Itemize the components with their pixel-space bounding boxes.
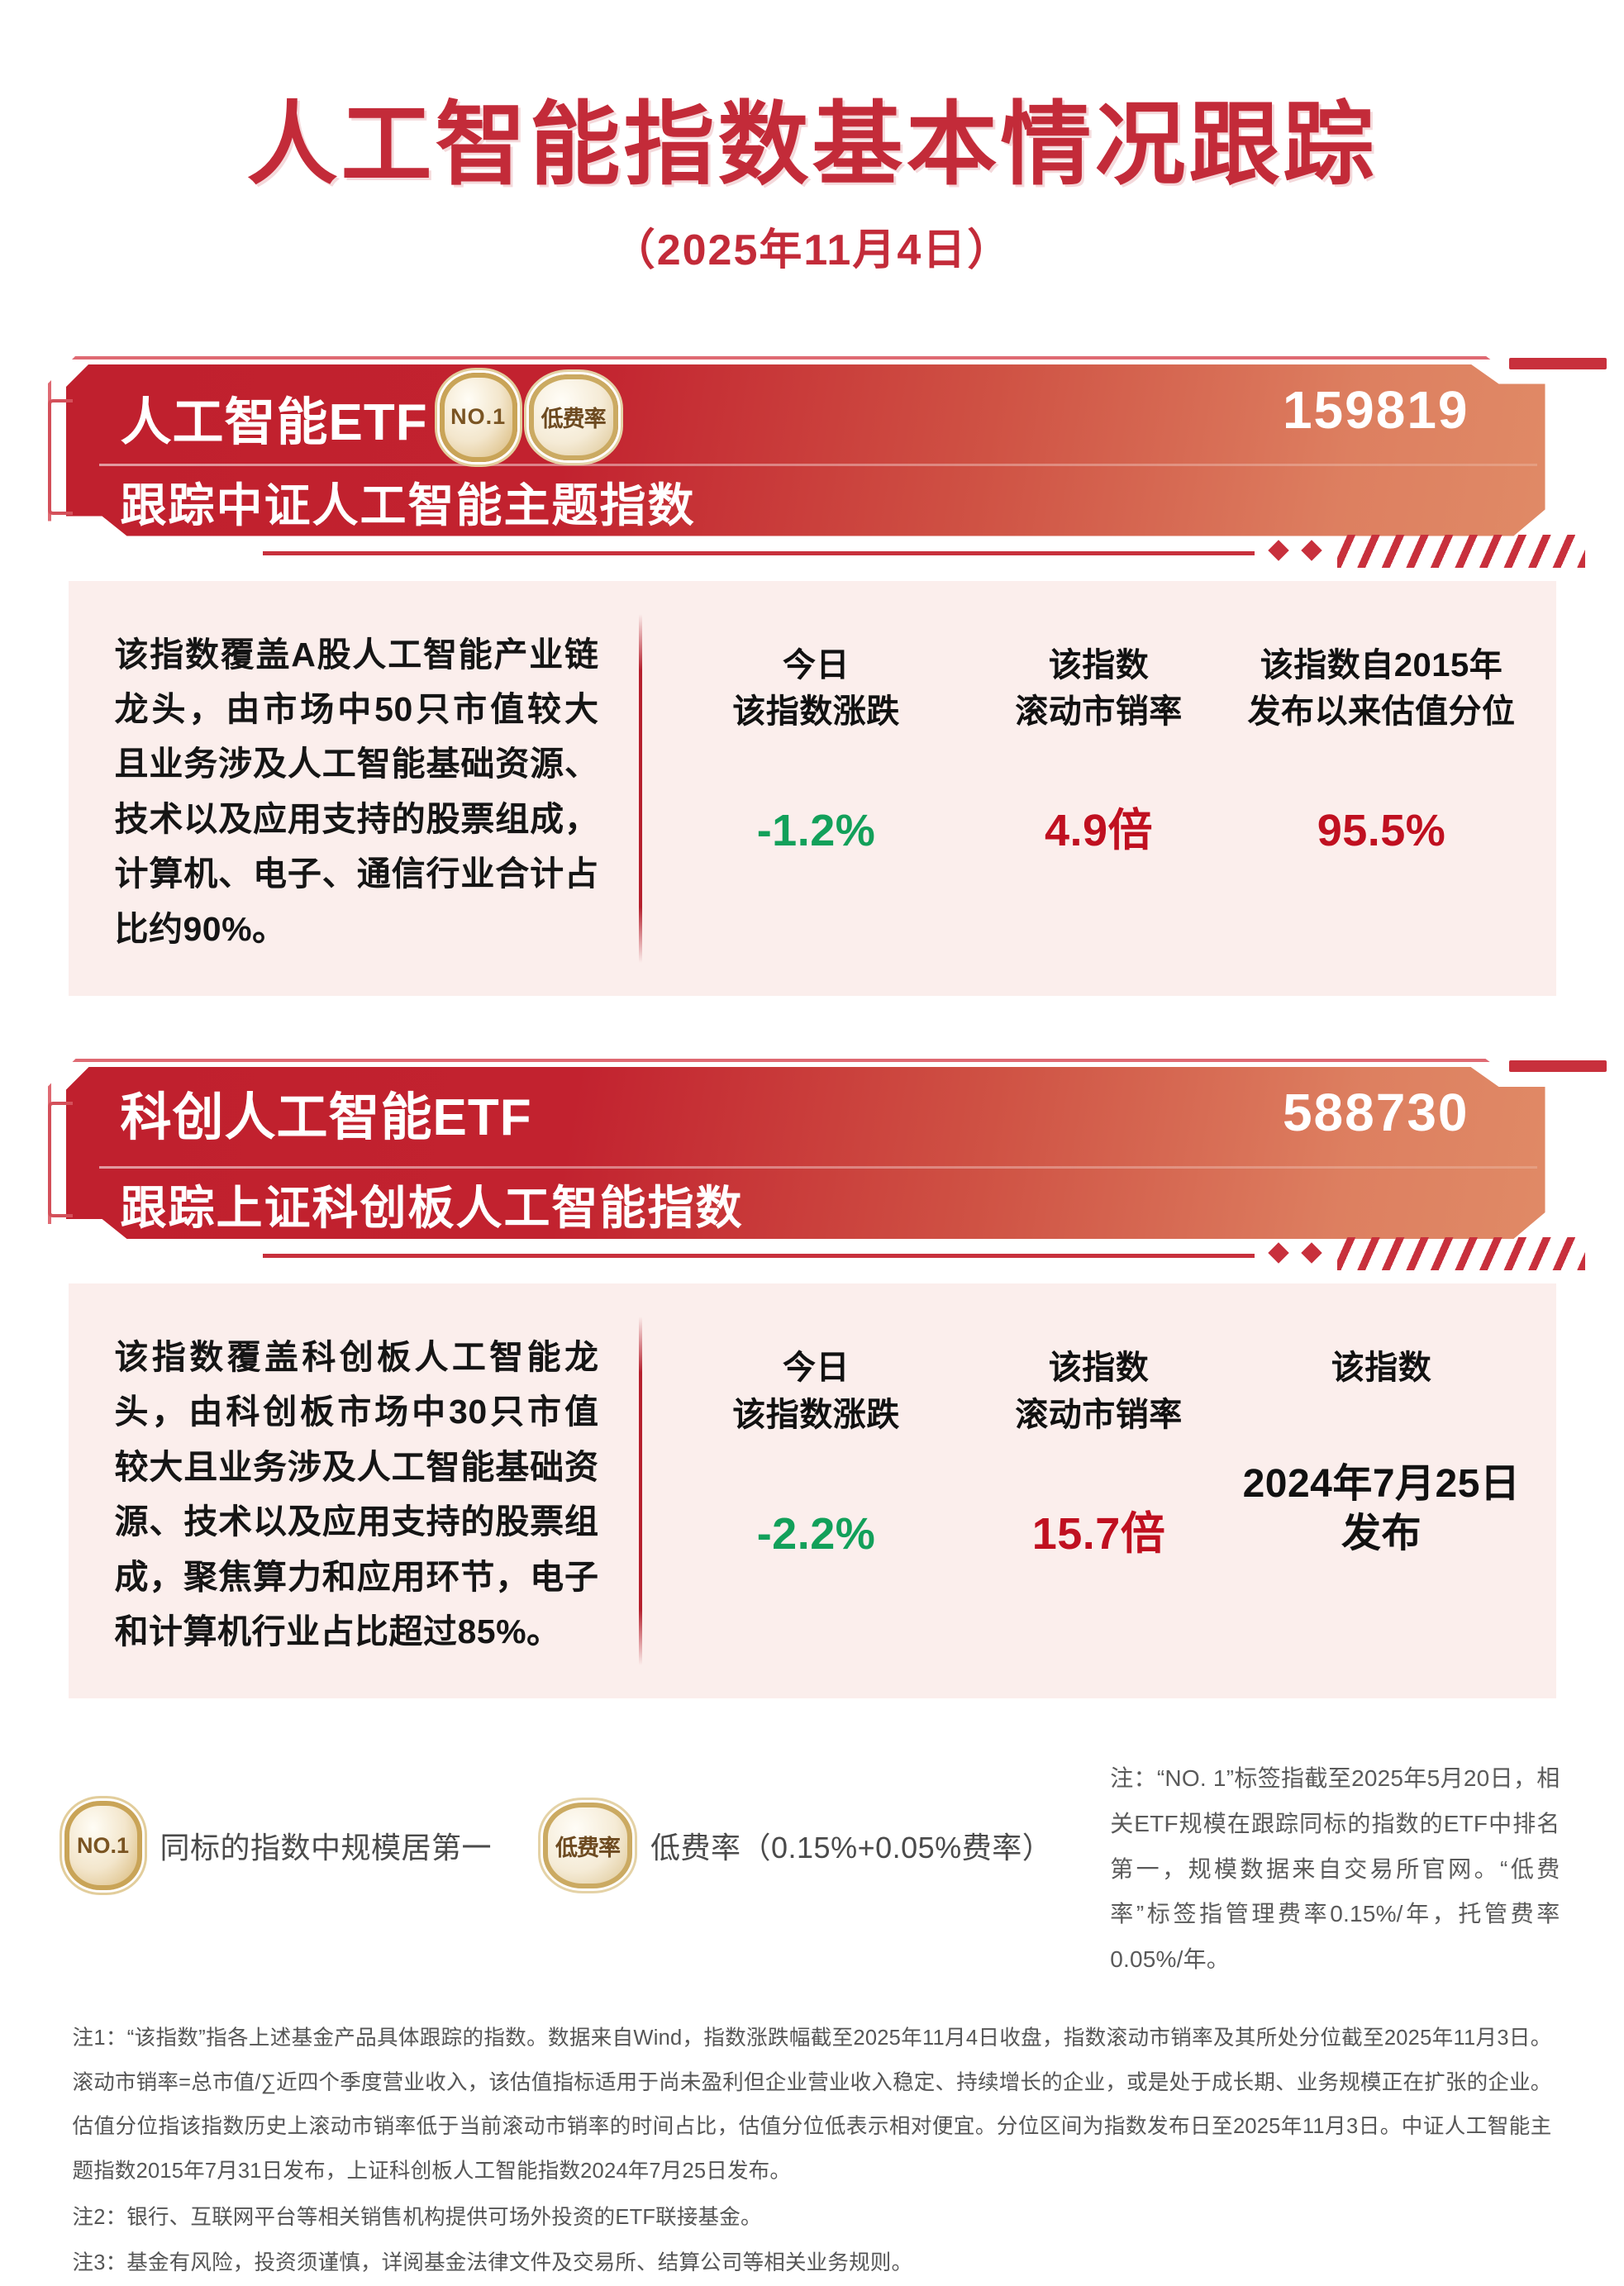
etf-name-2: 科创人工智能ETF: [121, 1075, 532, 1150]
page-title: 人工智能指数基本情况跟踪: [246, 94, 1378, 196]
no1-badge-icon: NO.1: [439, 372, 517, 462]
banner-bottom-line-decor: [262, 550, 1255, 555]
footnote-3: 注3：基金有风险，投资须谨慎，详阅基金法律文件及交易所、结算公司等相关业务规则。: [72, 2251, 913, 2275]
banner-diamond-decor: [1267, 539, 1322, 561]
etf-name-1: 人工智能ETF NO.1 低费率: [120, 372, 618, 462]
metric-value: 15.7倍: [1031, 1508, 1166, 1559]
metrics-group-2: 今日 该指数涨跌 -2.2% 该指数 滚动市销率 15.7倍 该指数 2024年…: [642, 1283, 1556, 1698]
etf-panel-1: 该指数覆盖A股人工智能产业链龙头，由市场中50只市值较大且业务涉及人工智能基础资…: [68, 580, 1556, 996]
metric-label: 该指数 滚动市销率: [1015, 1349, 1183, 1433]
banner-bottom-line-decor: [262, 1253, 1255, 1258]
metric-item: 该指数 2024年7月25日 发布: [1241, 1345, 1523, 1559]
legend-zone: NO.1 同标的指数中规模居第一 低费率 低费率（0.15%+0.05%费率） …: [64, 1756, 1560, 1982]
page-subtitle-date: （2025年11月4日）: [612, 226, 1012, 274]
banner-inner: [65, 1066, 1545, 1239]
etf-track-label-2: 跟踪上证科创板人工智能指数: [120, 1181, 744, 1234]
banner-divider: [98, 1165, 1537, 1169]
banner-divider: [98, 463, 1537, 466]
etf-code-1: 159819: [1282, 379, 1469, 440]
metric-value: 4.9倍: [1044, 806, 1154, 856]
metric-label: 该指数 滚动市销率: [1015, 646, 1183, 731]
etf-card-2: 科创人工智能ETF 跟踪上证科创板人工智能指数 588730 该指数覆盖科创板人…: [47, 1054, 1607, 1699]
metric-item: 该指数 滚动市销率 15.7倍: [958, 1345, 1241, 1562]
etf-panel-2: 该指数覆盖科创板人工智能龙头，由科创板市场中30只市值较大且业务涉及人工智能基础…: [68, 1283, 1556, 1699]
legend-items: NO.1 同标的指数中规模居第一 低费率 低费率（0.15%+0.05%费率）: [64, 1756, 1053, 1891]
panel-divider: [638, 1316, 642, 1666]
etf-name-label: 人工智能ETF: [120, 393, 428, 451]
legend-label: 同标的指数中规模居第一: [160, 1831, 493, 1865]
banner-diamond-decor: [1267, 1242, 1322, 1264]
legend-note: 注：“NO. 1”标签指截至2025年5月20日，相关ETF规模在跟踪同标的指数…: [1110, 1765, 1560, 1972]
etf-banner-2: 科创人工智能ETF 跟踪上证科创板人工智能指数 588730: [47, 1054, 1607, 1270]
footnotes: 注1：“该指数”指各上述基金产品具体跟踪的指数。数据来自Wind，指数涨跌幅截至…: [73, 2017, 1552, 2285]
metrics-group-1: 今日 该指数涨跌 -1.2% 该指数 滚动市销率 4.9倍 该指数自2015年 …: [642, 581, 1556, 996]
footnote-1: 注1：“该指数”指各上述基金产品具体跟踪的指数。数据来自Wind，指数涨跌幅截至…: [72, 2026, 1552, 2183]
no1-badge-icon: NO.1: [64, 1801, 142, 1891]
metric-label: 该指数: [1331, 1349, 1432, 1386]
etf-track-label-1: 跟踪中证人工智能主题指数: [120, 479, 696, 531]
etf-code-2: 588730: [1282, 1082, 1469, 1142]
banner-hatch-decor: [1336, 534, 1585, 568]
legend-item-low-fee: 低费率 低费率（0.15%+0.05%费率）: [543, 1803, 1053, 1889]
footnote-2: 注2：银行、互联网平台等相关销售机构提供可场外投资的ETF联接基金。: [72, 2205, 762, 2229]
metric-item: 该指数自2015年 发布以来估值分位 95.5%: [1241, 642, 1523, 860]
banner-top-dash-decor: [1508, 357, 1607, 369]
metric-item: 今日 该指数涨跌 -1.2%: [675, 642, 958, 860]
banner-left-bracket-decor: [47, 1101, 73, 1217]
low-fee-badge-icon: 低费率: [528, 374, 618, 460]
legend-item-no1: NO.1 同标的指数中规模居第一: [64, 1801, 493, 1891]
banner-hatch-decor: [1336, 1236, 1585, 1270]
metric-label: 今日 该指数涨跌: [732, 646, 900, 731]
etf-banner-1: 人工智能ETF NO.1 低费率 跟踪中证人工智能主题指数 159819: [47, 351, 1607, 568]
banner-top-dash-decor: [1508, 1060, 1607, 1072]
metric-label: 今日 该指数涨跌: [732, 1349, 900, 1433]
index-description-1: 该指数覆盖A股人工智能产业链龙头，由市场中50只市值较大且业务涉及人工智能基础资…: [114, 635, 599, 948]
banner-left-bracket-decor: [47, 398, 73, 515]
metric-value: -2.2%: [756, 1508, 876, 1559]
page-header: 人工智能指数基本情况跟踪 （2025年11月4日）: [0, 0, 1624, 277]
legend-label: 低费率（0.15%+0.05%费率）: [650, 1831, 1053, 1865]
etf-name-label: 科创人工智能ETF: [120, 1088, 532, 1146]
metric-value: -1.2%: [756, 806, 876, 856]
index-description-2: 该指数覆盖科创板人工智能龙头，由科创板市场中30只市值较大且业务涉及人工智能基础…: [114, 1337, 599, 1650]
metric-label: 该指数自2015年 发布以来估值分位: [1247, 646, 1516, 731]
metric-value: 2024年7月25日 发布: [1242, 1461, 1521, 1555]
low-fee-badge-icon: 低费率: [543, 1803, 633, 1889]
panel-divider: [638, 613, 642, 963]
etf-card-1: 人工智能ETF NO.1 低费率 跟踪中证人工智能主题指数 159819 该指数…: [47, 351, 1607, 996]
banner-inner: [65, 364, 1545, 536]
metric-item: 该指数 滚动市销率 4.9倍: [958, 642, 1241, 860]
metric-value: 95.5%: [1317, 806, 1446, 856]
metric-item: 今日 该指数涨跌 -2.2%: [675, 1345, 958, 1562]
